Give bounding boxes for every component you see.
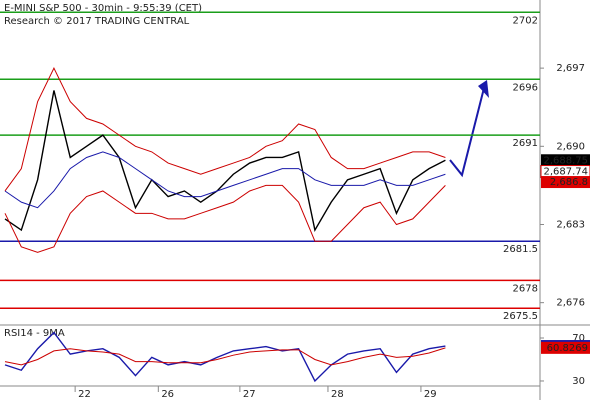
- level-label: 2702: [513, 15, 538, 26]
- price-tag: [541, 341, 590, 354]
- series-line: [4, 151, 446, 209]
- rsi-title: RSI14 - 9MA: [4, 328, 65, 339]
- series-line: [4, 66, 446, 192]
- y-tick-label: 2,690: [556, 141, 585, 152]
- price-tag-label: 2,688.75: [543, 155, 588, 166]
- series-line: [4, 331, 446, 383]
- level-label: 2696: [513, 82, 538, 93]
- x-tick-label: 27: [243, 389, 256, 400]
- x-tick-label: 22: [78, 389, 91, 400]
- y-tick-label: 2,676: [556, 298, 585, 309]
- forecast-arrow: [449, 87, 485, 178]
- price-tag-label: 2,687.74: [543, 167, 588, 178]
- level-label: 2678: [513, 283, 538, 294]
- y-tick-label: 70: [572, 333, 585, 344]
- y-tick-label: 2,683: [556, 219, 585, 230]
- x-tick-label: 26: [161, 389, 174, 400]
- price-tag: [541, 176, 590, 189]
- level-label: 2691: [513, 138, 538, 149]
- level-label: 2681.5: [503, 244, 538, 255]
- price-tag-label: 2,686.8: [550, 177, 588, 188]
- series-line: [4, 184, 446, 253]
- arrow-head: [478, 80, 489, 98]
- x-tick-label: 28: [331, 389, 344, 400]
- series-line: [4, 90, 446, 232]
- level-label: 2675.5: [503, 311, 538, 322]
- price-tag-label: 60.8269: [547, 343, 588, 354]
- y-tick-label: 2,697: [556, 63, 585, 74]
- x-tick-label: 29: [424, 389, 437, 400]
- chart-subtitle: Research © 2017 TRADING CENTRAL: [4, 16, 190, 27]
- price-tag: [541, 154, 590, 167]
- y-tick-label: 30: [572, 376, 585, 387]
- series-line: [4, 347, 446, 366]
- chart-title: E-MINI S&P 500 - 30min - 9:55:39 (CET): [4, 3, 202, 14]
